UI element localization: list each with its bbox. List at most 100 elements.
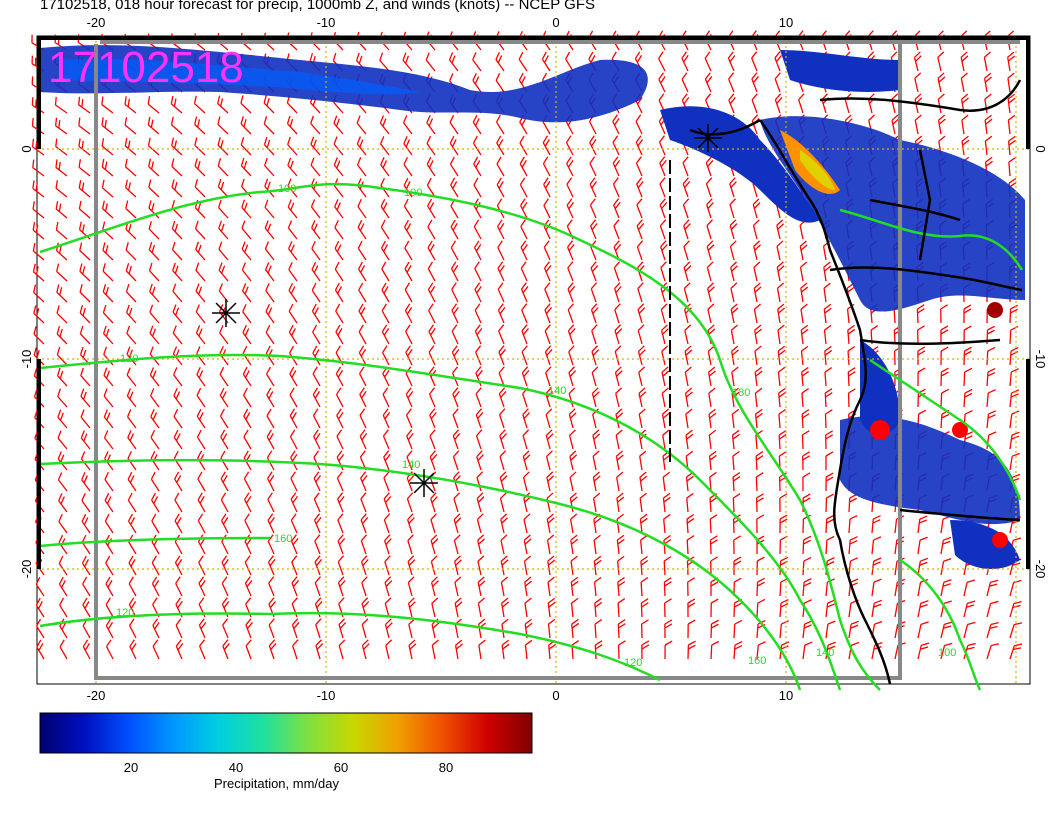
wind-barb <box>381 282 390 303</box>
wind-barb <box>1009 622 1023 639</box>
wind-barb <box>126 325 137 345</box>
wind-barb <box>545 408 553 429</box>
wind-barb <box>452 450 460 471</box>
wind-barb <box>754 366 763 387</box>
wind-barb <box>454 597 463 618</box>
wind-barb <box>334 219 344 240</box>
wind-barb <box>617 619 626 639</box>
wind-barb <box>361 639 370 660</box>
wind-barb <box>103 430 114 450</box>
wind-barb <box>612 135 620 156</box>
wind-barb <box>800 324 809 345</box>
wind-barb <box>706 219 713 240</box>
wind-barb <box>104 471 114 492</box>
wind-barb <box>825 535 835 555</box>
wind-barb <box>310 136 321 156</box>
wind-barb <box>291 555 298 576</box>
wind-barb <box>380 198 390 219</box>
wind-barb <box>243 429 252 450</box>
wind-barb <box>78 221 91 240</box>
wind-barb <box>917 536 928 555</box>
wind-barb <box>687 640 696 660</box>
wind-barb <box>710 556 719 576</box>
wind-barb <box>36 639 45 660</box>
wind-barb <box>426 135 436 156</box>
wind-barb <box>194 137 206 156</box>
wind-barb <box>704 72 713 93</box>
wind-barb <box>802 641 813 660</box>
wind-barb <box>289 387 298 408</box>
wind-barb <box>128 576 137 597</box>
wind-barb <box>448 52 459 72</box>
wind-barb <box>475 429 483 450</box>
wind-barb <box>616 471 624 492</box>
wind-barb <box>170 116 183 135</box>
wind-barb <box>777 366 786 387</box>
wind-barb <box>291 618 300 639</box>
wind-barb <box>640 534 648 555</box>
wind-barb <box>58 493 68 513</box>
wind-barb <box>102 263 114 282</box>
wind-barb <box>640 598 649 618</box>
wind-barb <box>847 324 856 345</box>
wind-barb <box>195 283 206 303</box>
wind-barb <box>593 534 601 555</box>
wind-barb <box>848 557 859 576</box>
wind-barb <box>105 555 114 576</box>
wind-barb <box>430 576 439 597</box>
wind-barb <box>425 52 436 72</box>
wind-barb <box>335 324 344 345</box>
wind-barb <box>495 72 505 93</box>
wind-barb <box>616 492 625 513</box>
map-title: 17102518, 018 hour forecast for precip, … <box>40 0 595 13</box>
wind-barb <box>707 282 715 303</box>
wind-barb <box>983 72 992 93</box>
wind-barb <box>450 240 459 261</box>
wind-barb <box>732 472 741 492</box>
wind-barb <box>385 639 393 660</box>
wind-barb <box>54 96 68 114</box>
wind-barb <box>940 621 953 639</box>
wind-barb <box>403 198 413 219</box>
wind-barb <box>477 555 485 576</box>
wind-barb <box>636 177 644 198</box>
wind-barb <box>639 513 648 534</box>
wind-barb <box>594 640 603 660</box>
wind-barb <box>427 198 436 219</box>
wind-barb <box>709 535 718 555</box>
wind-barb <box>59 597 68 618</box>
wind-barb <box>217 116 229 135</box>
wind-barb <box>986 621 999 639</box>
wind-barb <box>151 576 160 597</box>
wind-barb <box>753 282 762 303</box>
wind-barb <box>265 324 275 345</box>
wind-barb <box>568 408 577 429</box>
wind-barb <box>198 555 206 576</box>
wind-barb <box>776 219 785 240</box>
wind-barb <box>568 345 575 366</box>
wind-barb <box>288 303 298 324</box>
wind-barb <box>430 534 439 555</box>
wind-barb <box>126 409 137 429</box>
wind-barb <box>334 282 344 303</box>
wind-barb <box>263 136 275 156</box>
wind-barb <box>81 513 91 534</box>
wind-barb <box>127 492 137 513</box>
wind-barb <box>520 261 528 282</box>
wind-barb <box>431 597 439 618</box>
wind-barb <box>940 388 950 408</box>
wind-barb <box>125 200 137 219</box>
wind-barb <box>240 116 252 135</box>
wind-barb <box>1009 389 1020 408</box>
wind-barb <box>218 241 229 261</box>
wind-barb <box>337 576 346 597</box>
wind-barb <box>776 282 785 303</box>
wind-barb <box>174 492 183 513</box>
wind-barb <box>313 513 322 534</box>
wind-barb <box>705 156 714 177</box>
wind-barb <box>825 493 834 513</box>
wind-barb <box>495 51 505 72</box>
wind-barb <box>313 429 321 450</box>
wind-barb <box>477 534 485 555</box>
wind-barb <box>404 240 413 261</box>
